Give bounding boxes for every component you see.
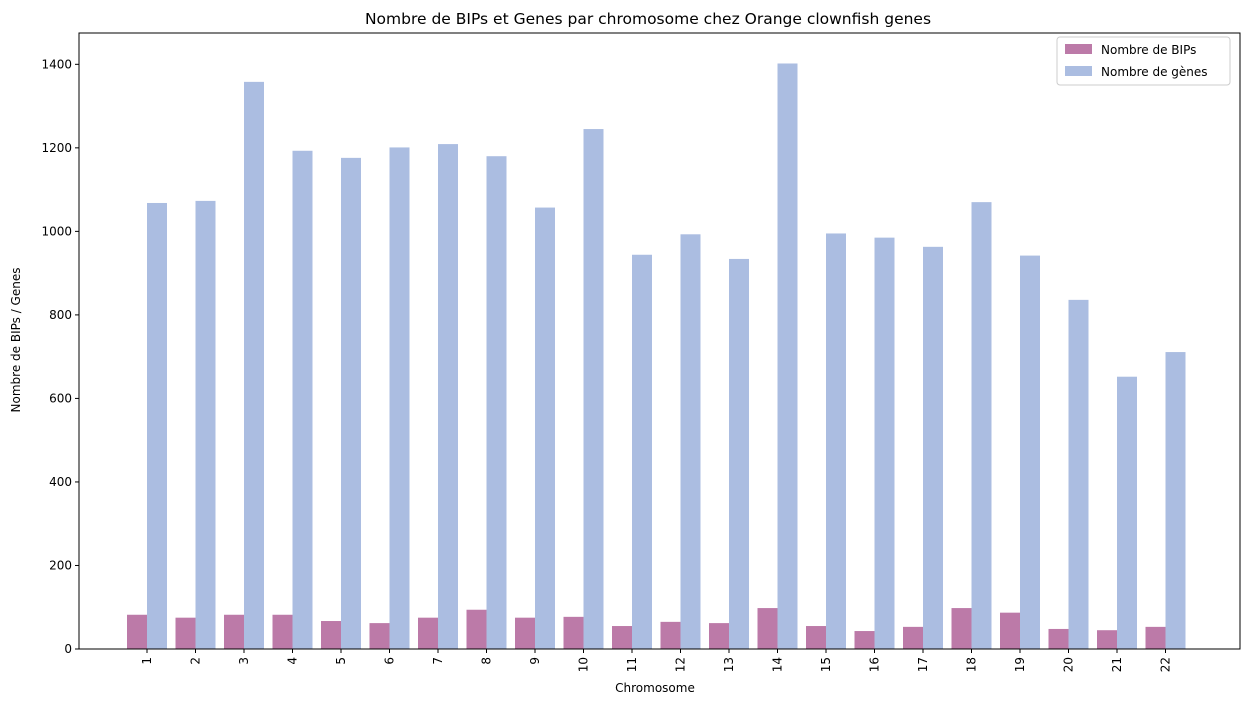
- legend-label-bips: Nombre de BIPs: [1101, 43, 1196, 57]
- bars-layer: [127, 63, 1186, 650]
- x-tick-label: 18: [965, 657, 979, 672]
- legend-swatch-genes: [1065, 66, 1092, 76]
- bar-bips-9: [515, 617, 535, 649]
- bar-genes-13: [729, 258, 749, 649]
- bar-bips-7: [418, 617, 438, 649]
- bar-genes-6: [389, 147, 410, 650]
- bar-genes-1: [147, 202, 167, 649]
- bar-bips-17: [903, 626, 923, 649]
- bar-bips-10: [563, 616, 584, 649]
- bar-genes-15: [826, 233, 846, 650]
- x-tick-label: 19: [1013, 657, 1027, 672]
- y-tick-label: 600: [49, 391, 72, 405]
- bar-bips-12: [660, 621, 681, 649]
- bar-genes-16: [874, 237, 895, 650]
- y-tick-label: 800: [49, 308, 72, 322]
- y-tick-label: 200: [49, 558, 72, 572]
- bar-genes-17: [923, 246, 943, 650]
- bar-bips-3: [224, 614, 244, 649]
- bar-bips-6: [369, 623, 390, 649]
- bar-genes-7: [438, 144, 458, 649]
- x-tick-label: 20: [1062, 657, 1076, 672]
- bar-bips-20: [1048, 628, 1069, 649]
- y-tick-label: 400: [49, 475, 72, 489]
- x-axis-ticks: 1 2 3 4 5 6 7 8 9 10 11 12 13 14 15 16 17 18 19 20 21 22: [140, 649, 1173, 672]
- plot-frame: [78, 32, 1241, 650]
- legend-swatch-bips: [1065, 44, 1092, 54]
- y-tick-label: 1000: [41, 224, 72, 238]
- legend: Nombre de BIPs Nombre de gènes: [1056, 36, 1231, 86]
- bar-bips-19: [1000, 612, 1020, 649]
- x-tick-label: 21: [1110, 657, 1124, 672]
- bar-bips-13: [709, 623, 729, 649]
- x-tick-label: 16: [868, 657, 882, 672]
- bar-genes-14: [777, 63, 798, 650]
- bar-genes-10: [583, 129, 604, 650]
- x-tick-label: 3: [237, 657, 251, 665]
- y-tick-label: 0: [64, 642, 72, 656]
- x-axis-label: Chromosome: [615, 681, 695, 695]
- x-tick-label: 1: [140, 657, 154, 665]
- y-axis-ticks: 0 200 400 600 800 1000 1200 1400: [41, 57, 79, 656]
- bar-genes-3: [244, 81, 264, 650]
- bar-genes-19: [1020, 255, 1040, 649]
- bar-genes-11: [632, 254, 652, 649]
- x-tick-label: 2: [189, 657, 203, 665]
- bar-bips-15: [806, 626, 826, 649]
- x-tick-label: 8: [480, 657, 494, 665]
- x-tick-label: 10: [577, 657, 591, 672]
- bar-bips-1: [127, 614, 147, 649]
- x-tick-label: 7: [431, 657, 445, 665]
- bar-bips-4: [272, 614, 293, 649]
- bar-bips-2: [175, 617, 196, 649]
- bar-genes-5: [341, 157, 361, 649]
- bar-bips-14: [757, 608, 778, 649]
- x-tick-label: 12: [674, 657, 688, 672]
- legend-label-genes: Nombre de gènes: [1101, 65, 1208, 79]
- bar-genes-18: [971, 202, 992, 649]
- bar-genes-2: [195, 200, 216, 649]
- x-tick-label: 4: [286, 657, 300, 665]
- bar-genes-9: [535, 207, 555, 650]
- bar-genes-20: [1068, 299, 1089, 649]
- y-tick-label: 1200: [41, 141, 72, 155]
- bar-genes-22: [1165, 352, 1186, 649]
- x-tick-label: 15: [819, 657, 833, 672]
- legend-frame: [1056, 36, 1231, 86]
- bar-bips-18: [951, 608, 972, 649]
- y-tick-label: 1400: [41, 57, 72, 71]
- bar-genes-21: [1117, 376, 1137, 649]
- bar-bips-5: [321, 621, 341, 649]
- bar-bips-21: [1097, 630, 1117, 649]
- bar-bips-16: [854, 631, 875, 649]
- x-tick-label: 6: [383, 657, 397, 665]
- bar-bips-8: [466, 609, 487, 649]
- x-tick-label: 11: [625, 657, 639, 672]
- x-tick-label: 9: [528, 657, 542, 665]
- bar-bips-11: [612, 626, 632, 649]
- x-tick-label: 17: [916, 657, 930, 672]
- chart-title: Nombre de BIPs et Genes par chromosome c…: [365, 10, 931, 28]
- bar-bips-22: [1145, 626, 1166, 649]
- bar-genes-8: [486, 156, 507, 649]
- x-tick-label: 5: [334, 657, 348, 665]
- bar-genes-4: [292, 150, 313, 649]
- bar-genes-12: [680, 234, 701, 649]
- y-axis-label: Nombre de BIPs / Genes: [9, 268, 23, 413]
- x-tick-label: 22: [1159, 657, 1173, 672]
- x-tick-label: 14: [771, 657, 785, 672]
- x-tick-label: 13: [722, 657, 736, 672]
